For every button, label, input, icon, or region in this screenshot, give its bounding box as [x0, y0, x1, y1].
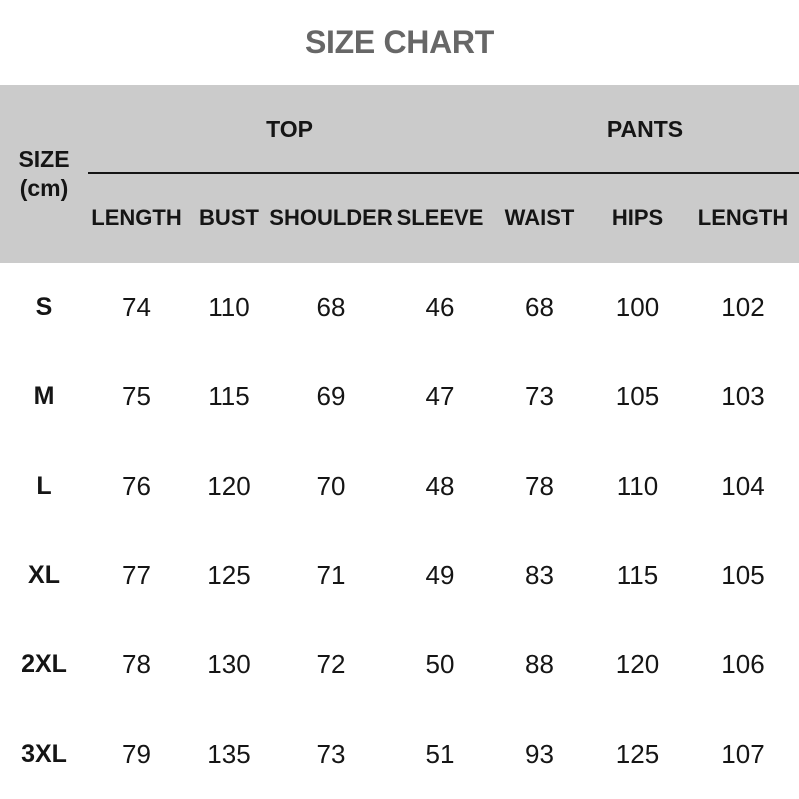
size-unit-label: SIZE (cm)	[0, 85, 88, 263]
column-header-bust: BUST	[199, 205, 259, 230]
column-header-length-pants: LENGTH	[697, 205, 789, 230]
table-row-s: S 74 110 68 46 68 100 102	[0, 263, 799, 352]
column-header-shoulder: SHOULDER	[269, 205, 393, 230]
table-cell: 105	[615, 381, 660, 412]
table-cell: 50	[425, 649, 455, 680]
table-cell: 69	[316, 381, 346, 412]
table-cell: 100	[615, 292, 660, 323]
column-header-length-top: LENGTH	[91, 205, 182, 230]
table-cell: 79	[122, 738, 151, 769]
table-cell: 110	[208, 292, 250, 323]
table-cell: 93	[525, 738, 554, 769]
table-cell: 103	[721, 381, 765, 412]
table-cell: 107	[721, 738, 765, 769]
table-cell: 77	[122, 560, 151, 591]
row-label: 2XL	[21, 650, 67, 679]
table-cell: 68	[525, 292, 554, 323]
table-cell: 68	[316, 292, 346, 323]
table-cell: 73	[525, 381, 554, 412]
column-header-sleeve: SLEEVE	[396, 205, 484, 230]
table-row-3xl: 3XL 79 135 73 51 93 125 107	[0, 710, 799, 799]
table-cell: 115	[616, 560, 659, 591]
table-cell: 110	[616, 470, 659, 501]
table-cell: 130	[207, 649, 251, 680]
table-cell: 106	[721, 649, 765, 680]
row-label: S	[35, 293, 53, 322]
table-cell: 70	[316, 470, 346, 501]
table-cell: 88	[525, 649, 554, 680]
table-cell: 73	[316, 738, 346, 769]
table-cell: 75	[122, 381, 151, 412]
table-cell: 46	[425, 292, 455, 323]
table-cell: 83	[525, 560, 554, 591]
table-cell: 74	[122, 292, 151, 323]
table-cell: 76	[122, 470, 151, 501]
column-group-top: TOP	[266, 115, 313, 142]
size-unit-label-line2: (cm)	[19, 175, 69, 201]
table-cell: 102	[721, 292, 765, 323]
column-group-pants: PANTS	[606, 115, 684, 142]
table-cell: 78	[122, 649, 151, 680]
table-cell: 120	[207, 470, 251, 501]
row-label: XL	[28, 561, 60, 590]
table-body: S 74 110 68 46 68 100 102 M 75 115 69 47…	[0, 263, 799, 799]
table-row-m: M 75 115 69 47 73 105 103	[0, 352, 799, 441]
table-row-2xl: 2XL 78 130 72 50 88 120 106	[0, 620, 799, 709]
table-cell: 115	[208, 381, 250, 412]
row-label: 3XL	[21, 739, 67, 768]
table-row-xl: XL 77 125 71 49 83 115 105	[0, 531, 799, 620]
column-header-hips: HIPS	[611, 205, 664, 230]
table-cell: 72	[316, 649, 346, 680]
table-cell: 49	[425, 560, 455, 591]
table-cell: 71	[316, 560, 346, 591]
column-header-waist: WAIST	[504, 205, 575, 230]
table-cell: 120	[615, 649, 660, 680]
table-cell: 48	[425, 470, 455, 501]
table-cell: 47	[425, 381, 455, 412]
title-bar: SIZE CHART	[0, 0, 799, 85]
size-unit-label-line1: SIZE	[18, 146, 70, 173]
table-cell: 51	[425, 738, 455, 769]
table-header: SIZE (cm) TOP PANTS LENGTH BUST SHOULDER…	[0, 85, 799, 263]
header-rule	[88, 172, 799, 174]
row-label: M	[33, 382, 55, 411]
table-cell: 78	[525, 470, 554, 501]
table-cell: 125	[207, 560, 251, 591]
table-cell: 135	[207, 738, 251, 769]
page-title: SIZE CHART	[304, 24, 494, 60]
table-cell: 104	[721, 470, 765, 501]
table-cell: 125	[615, 738, 660, 769]
row-label: L	[36, 471, 52, 500]
table-row-l: L 76 120 70 48 78 110 104	[0, 442, 799, 531]
table-cell: 105	[721, 560, 765, 591]
